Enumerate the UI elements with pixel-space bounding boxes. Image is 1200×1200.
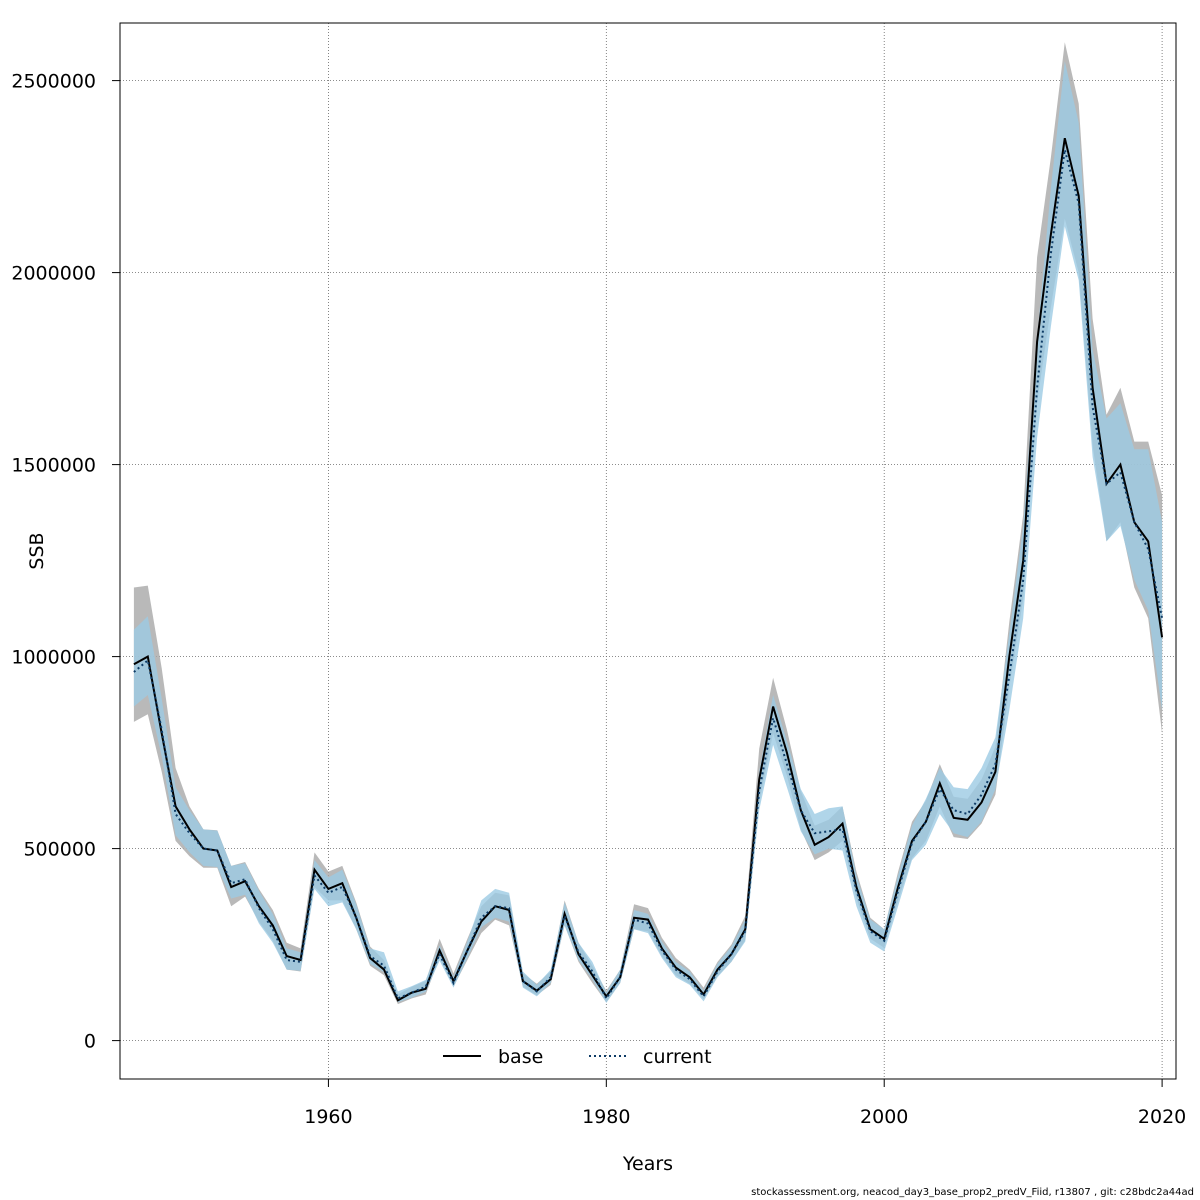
- y-tick-label-0: 0: [84, 1031, 96, 1053]
- series-lines: [133, 137, 1164, 1002]
- confidence-band-current: [133, 61, 1163, 1003]
- y-tick-label-1000000: 1000000: [11, 647, 96, 669]
- confidence-band-base: [133, 42, 1163, 1005]
- y-tick-label-500000: 500000: [23, 839, 96, 861]
- legend-label-current: current: [643, 1046, 712, 1068]
- x-axis-label: Years: [622, 1153, 673, 1175]
- series-line-base: [133, 137, 1164, 1002]
- x-tick-label-1980: 1980: [582, 1106, 630, 1128]
- y-tick-label-1500000: 1500000: [11, 455, 96, 477]
- x-tick-label-2000: 2000: [860, 1106, 908, 1128]
- legend-label-base: base: [498, 1046, 543, 1068]
- x-tick-label-1960: 1960: [304, 1106, 352, 1128]
- y-axis: 0 500000 1000000 1500000 2000000 2500000: [11, 71, 120, 1053]
- legend: base current: [443, 1046, 712, 1068]
- confidence-bands: [133, 42, 1163, 1005]
- footer-text: stockassessment.org, neacod_day3_base_pr…: [751, 1187, 1194, 1198]
- y-tick-label-2000000: 2000000: [11, 263, 96, 285]
- series-line-current: [133, 149, 1164, 1001]
- x-axis: 1960 1980 2000 2020: [304, 1079, 1186, 1128]
- y-axis-label: SSB: [26, 532, 48, 569]
- y-tick-label-2500000: 2500000: [11, 71, 96, 93]
- x-tick-label-2020: 2020: [1138, 1106, 1186, 1128]
- plot-frame: [119, 22, 1177, 1080]
- grid-lines: [120, 23, 1176, 1079]
